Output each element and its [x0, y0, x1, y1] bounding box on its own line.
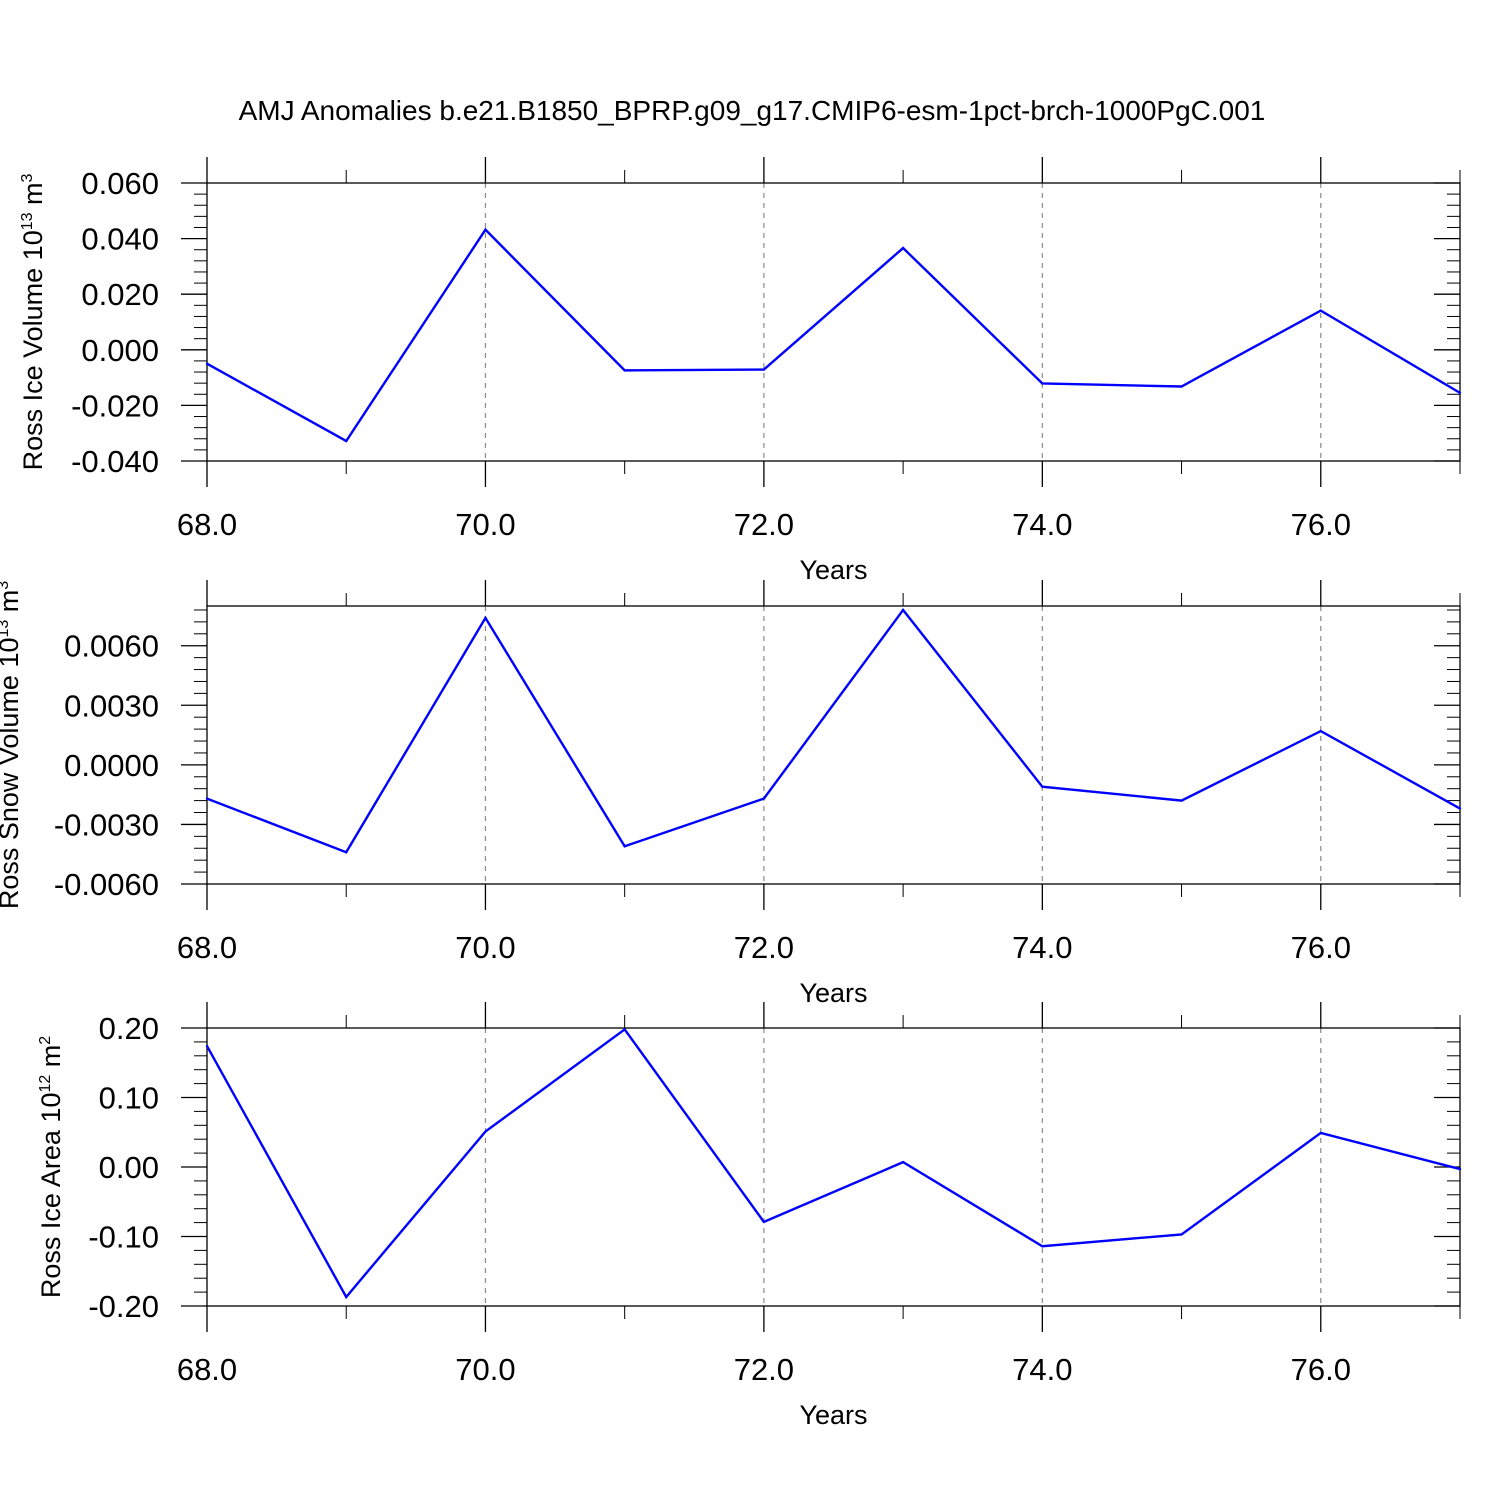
- y-axis-title: Ross Ice Area 1012 m2: [36, 1036, 66, 1298]
- data-point: [1319, 729, 1322, 733]
- x-tick-label: 74.0: [1012, 930, 1072, 965]
- data-point: [205, 362, 209, 365]
- data-point: [1180, 385, 1183, 388]
- y-axis-title: Ross Ice Volume 1013 m3: [18, 173, 48, 470]
- x-tick-label: 70.0: [455, 1352, 515, 1387]
- y-tick-label: -0.020: [71, 388, 159, 423]
- y-tick-label: 0.000: [81, 333, 159, 368]
- data-point: [1458, 807, 1462, 810]
- data-point: [762, 1220, 766, 1224]
- y-tick-label: 0.020: [81, 277, 159, 312]
- y-tick-label: -0.040: [71, 444, 159, 479]
- y-tick-label: 0.0000: [64, 748, 159, 783]
- x-tick-label: 68.0: [177, 1352, 237, 1387]
- x-tick-label: 72.0: [734, 507, 794, 542]
- y-tick-label: 0.040: [81, 222, 159, 257]
- y-tick-label: 0.0030: [64, 688, 159, 723]
- panel-3: 68.0 70.0 72.0 74.0 76.0 Years 0.20 0.10 0.00 -0.…: [36, 1002, 1462, 1430]
- data-point: [484, 228, 487, 231]
- x-tick-label: 70.0: [455, 507, 515, 542]
- data-point: [1458, 391, 1462, 395]
- y-tick-label: 0.20: [99, 1011, 159, 1046]
- x-tick-label: 76.0: [1291, 1352, 1351, 1387]
- x-tick-label: 72.0: [734, 930, 794, 965]
- x-tick-label: 72.0: [734, 1352, 794, 1387]
- data-point: [762, 368, 766, 371]
- series-line: [206, 607, 1461, 854]
- data-point: [205, 1044, 209, 1048]
- y-tick-label: 0.060: [81, 166, 159, 201]
- data-point: [762, 797, 766, 800]
- series-line: [206, 227, 1461, 443]
- figure-title: AMJ Anomalies b.e21.B1850_BPRP.g09_g17.C…: [239, 95, 1266, 126]
- x-tick-label: 68.0: [177, 507, 237, 542]
- y-tick-label: -0.0030: [54, 807, 159, 842]
- x-tick-label: 76.0: [1291, 930, 1351, 965]
- data-point: [205, 797, 209, 800]
- x-tick-label: 70.0: [455, 930, 515, 965]
- plot-frame: [206, 605, 1461, 885]
- x-tick-label: 68.0: [177, 930, 237, 965]
- x-tick-label: 74.0: [1012, 1352, 1072, 1387]
- panel-2: 68.0 70.0 72.0 74.0 76.0 Years 0.0060 0.0030 0.0…: [0, 580, 1462, 1008]
- data-point: [1041, 1245, 1044, 1248]
- data-point: [1319, 309, 1322, 312]
- x-tick-label: 76.0: [1291, 507, 1351, 542]
- y-tick-label: 0.00: [99, 1150, 159, 1185]
- data-point: [1041, 382, 1044, 385]
- plot-frame: [206, 182, 1461, 462]
- data-point: [901, 608, 905, 612]
- panel-1: 68.0 70.0 72.0 74.0 76.0 Years 0.060 0.040 0.020…: [18, 157, 1462, 585]
- data-point: [345, 439, 348, 443]
- data-point: [623, 369, 626, 372]
- data-point: [484, 1130, 487, 1133]
- y-tick-label: 0.10: [99, 1081, 159, 1116]
- y-axis-title: Ross Snow Volume 1013 m3: [0, 581, 24, 909]
- data-point: [345, 1295, 348, 1299]
- data-point: [1041, 785, 1044, 788]
- data-point: [1319, 1131, 1322, 1135]
- data-point: [1180, 799, 1183, 802]
- data-point: [623, 845, 626, 848]
- series-line: [205, 1027, 1461, 1300]
- y-tick-label: -0.0060: [54, 867, 159, 902]
- data-point: [345, 851, 348, 854]
- y-tick-label: -0.10: [88, 1220, 159, 1255]
- data-point: [623, 1028, 626, 1031]
- data-point: [1180, 1233, 1183, 1236]
- x-axis-title: Years: [799, 1400, 867, 1430]
- data-point: [901, 1160, 905, 1164]
- x-tick-label: 74.0: [1012, 507, 1072, 542]
- x-axis-title: Years: [799, 978, 867, 1008]
- data-point: [1458, 1167, 1462, 1171]
- data-point: [901, 246, 905, 250]
- y-tick-label: -0.20: [88, 1289, 159, 1324]
- panels: 68.0 70.0 72.0 74.0 76.0 Years 0.060 0.040 0.020…: [0, 157, 1462, 1430]
- y-tick-label: 0.0060: [64, 629, 159, 664]
- data-point: [484, 616, 487, 620]
- x-axis-title: Years: [799, 555, 867, 585]
